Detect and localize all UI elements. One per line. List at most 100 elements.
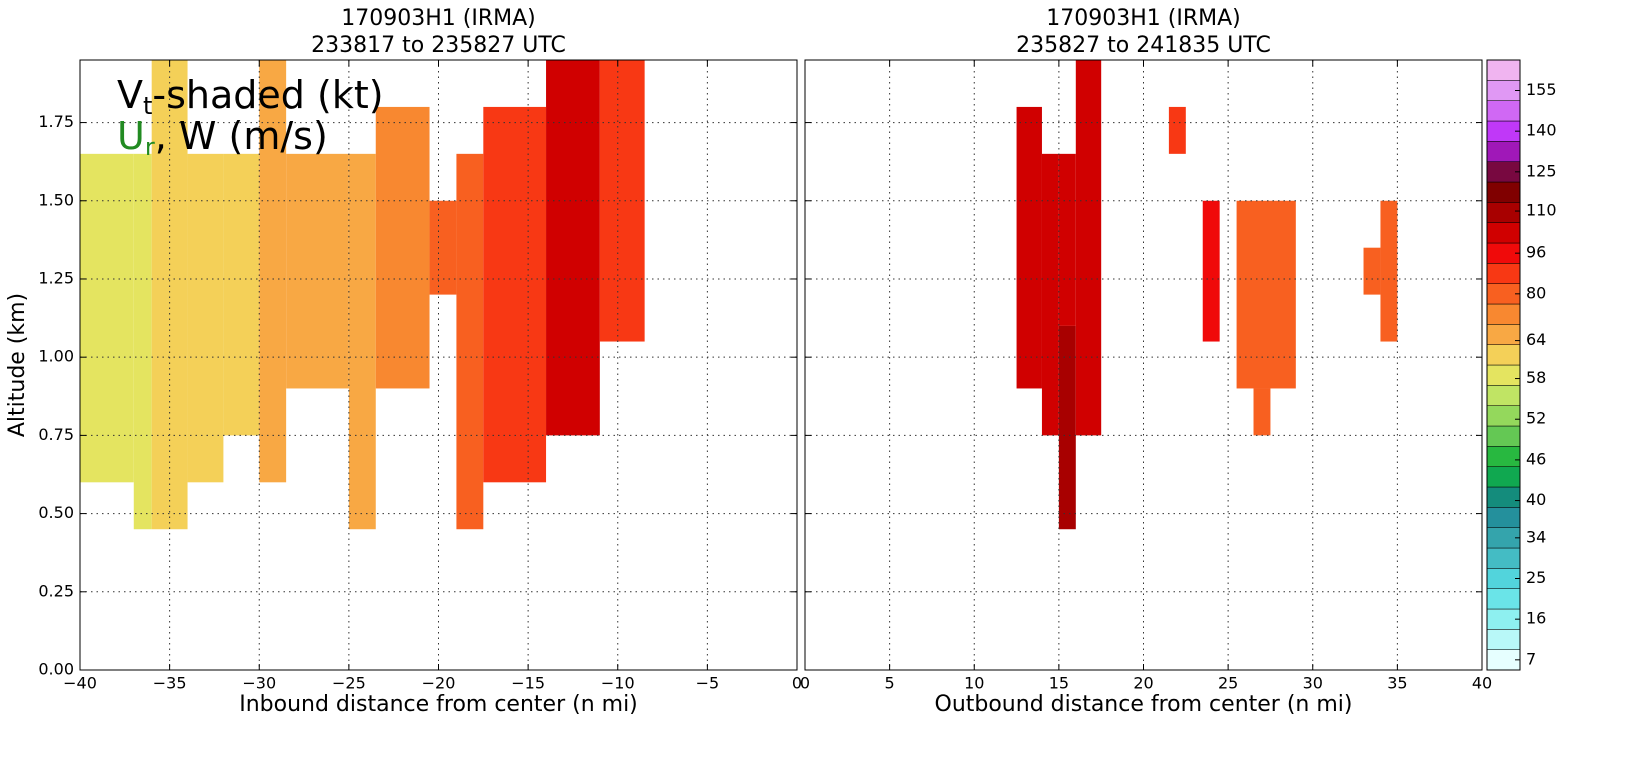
colorbar-tick-label: 125 [1526,161,1557,180]
x-axis-label: Inbound distance from center (n mi) [239,692,638,717]
y-tick-label: 0.25 [38,581,74,600]
colorbar-band [1486,303,1521,325]
colorbar-band [1486,364,1521,386]
y-tick-label: 1.25 [38,268,74,287]
colorbar-band [1486,222,1521,244]
x-tick-label: −5 [696,674,720,693]
colorbar-band [1486,59,1521,81]
colorbar-band [1486,425,1521,447]
x-tick-label: 0 [800,674,810,693]
shaded-cell [348,153,376,530]
shaded-cell [1253,388,1271,436]
colorbar-tick-label: 58 [1526,368,1546,387]
colorbar-band [1486,547,1521,569]
colorbar-band [1486,629,1521,650]
shaded-cell [599,60,645,342]
x-tick-label: 40 [1472,674,1492,693]
colorbar-band [1486,181,1521,203]
colorbar-band [1486,141,1521,162]
colorbar-tick-label: 34 [1526,527,1546,546]
shaded-cell [223,153,260,436]
x-tick-label: −35 [153,674,187,693]
shaded-cell [546,60,600,436]
shaded-cell [1236,200,1296,389]
colorbar-band [1486,405,1521,427]
shaded-cell [483,106,547,483]
shaded-cell [133,153,152,530]
x-tick-label: −10 [601,674,635,693]
shaded-cell [1058,153,1076,326]
colorbar-band [1486,385,1521,406]
colorbar-tick-label: 96 [1526,243,1546,262]
x-tick-label: 15 [1049,674,1069,693]
y-tick-label: 1.00 [38,347,74,366]
colorbar-tick-label: 64 [1526,330,1546,349]
colorbar-tick-label: 40 [1526,490,1546,509]
x-tick-label: 10 [964,674,984,693]
x-tick-label: 0 [792,674,802,693]
colorbar-band [1486,507,1521,528]
annotation-part: -shaded (kt) [152,73,383,117]
x-tick-label: −25 [332,674,366,693]
x-axis-label: Outbound distance from center (n mi) [935,692,1353,717]
colorbar-band [1486,344,1521,366]
shaded-cell [187,153,224,483]
annotation-part: r [145,133,155,161]
shaded-cell [1168,106,1186,154]
shaded-cell [375,106,430,389]
shaded-cell [1202,200,1220,342]
shaded-cell [1016,106,1042,389]
annotation: Vt-shaded (kt) [117,73,384,121]
x-tick-label: 5 [885,674,895,693]
chart-title: 170903H1 (IRMA) [1046,6,1241,31]
x-tick-label: 25 [1218,674,1238,693]
colorbar-tick-label: 52 [1526,409,1546,428]
annotation-part: , W (m/s) [155,114,328,158]
colorbar-tick-label: 80 [1526,283,1546,302]
x-tick-label: 20 [1133,674,1153,693]
x-tick-label: 30 [1303,674,1323,693]
shaded-cell [429,200,457,295]
y-tick-label: 0.75 [38,425,74,444]
annotation-part: U [117,114,145,158]
colorbar-band [1486,486,1521,508]
chart-title: 170903H1 (IRMA) [341,6,536,31]
y-tick-label: 1.75 [38,112,74,131]
colorbar-band [1486,446,1521,467]
colorbar-tick-label: 110 [1526,201,1557,220]
colorbar-band [1486,466,1521,488]
plot-frame [79,59,798,671]
chart-title: 233817 to 235827 UTC [311,33,566,58]
colorbar-tick-label: 16 [1526,609,1546,628]
annotation-part: t [143,92,152,120]
annotation-part: V [117,73,143,117]
y-tick-label: 0.50 [38,503,74,522]
colorbar-tick-label: 7 [1526,649,1536,668]
shaded-cell [1380,200,1398,342]
colorbar-tick-label: 46 [1526,449,1546,468]
x-tick-label: −40 [63,674,97,693]
y-axis-label: Altitude (km) [5,293,30,437]
shaded-cell [1058,325,1076,530]
plot-frame [804,59,1483,671]
shaded-cell [286,153,349,389]
x-tick-label: −20 [422,674,456,693]
colorbar-frame [1486,59,1521,671]
colorbar-band [1486,202,1521,223]
colorbar-band [1486,588,1521,610]
shaded-cell [1363,247,1381,295]
colorbar-band [1486,324,1521,345]
x-tick-label: −15 [511,674,545,693]
chart-title: 235827 to 241835 UTC [1016,33,1271,58]
x-tick-label: −30 [242,674,276,693]
colorbar-tick-label: 155 [1526,80,1557,99]
shaded-cell [1041,153,1059,436]
shaded-cell [456,153,484,530]
colorbar-band [1486,263,1521,284]
colorbar-band [1486,100,1521,122]
x-tick-label: 35 [1387,674,1407,693]
y-tick-label: 1.50 [38,190,74,209]
colorbar-tick-label: 25 [1526,568,1546,587]
annotation: Ur, W (m/s) [117,114,328,162]
